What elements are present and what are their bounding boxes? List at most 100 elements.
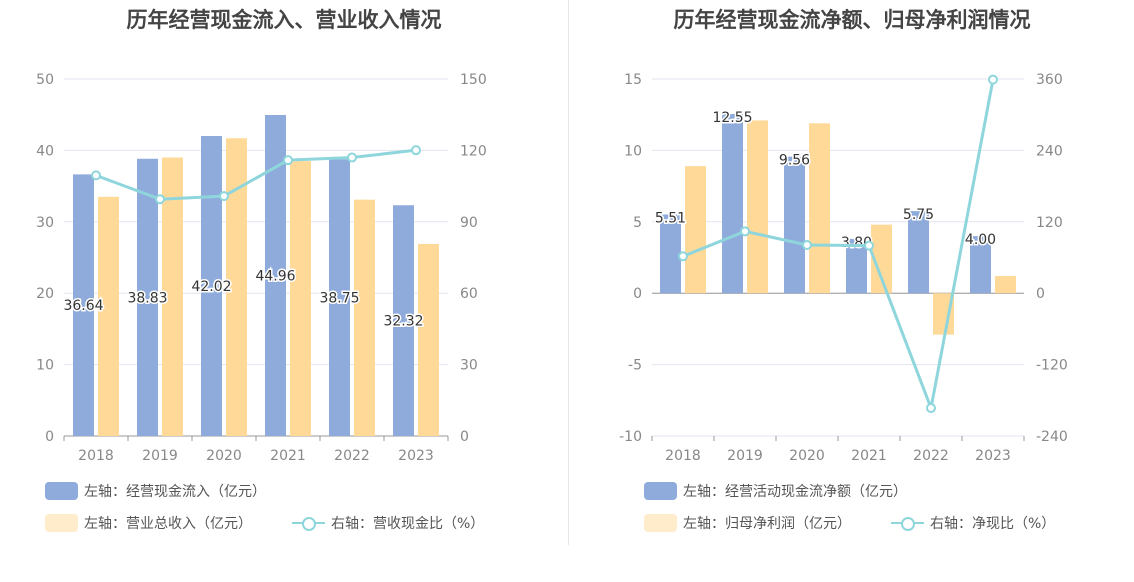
x-tick-label: 2021 — [851, 448, 887, 464]
y-right-tick-label: 150 — [460, 72, 487, 88]
y-left-tick-label: 0 — [45, 429, 54, 445]
legend-label: 左轴：经营现金流入（亿元） — [84, 484, 266, 500]
data-label: 5.51 — [655, 211, 686, 227]
y-left-tick-label: 15 — [624, 72, 642, 88]
y-right-tick-label: 0 — [460, 429, 469, 445]
legend-label: 左轴：营业总收入（亿元） — [84, 516, 252, 532]
data-label: 32.32 — [383, 314, 423, 330]
x-tick-label: 2023 — [975, 448, 1011, 464]
legend-swatch-bar-icon — [45, 482, 78, 500]
legend-item-series-3[interactable]: 右轴：净现比（%） — [891, 513, 1055, 533]
bar-blue — [329, 159, 350, 436]
bar-blue — [908, 211, 929, 294]
bar-blue — [393, 205, 414, 436]
y-left-tick-label: 0 — [633, 286, 642, 302]
bar-yellow — [226, 138, 247, 436]
legend-item-series-2[interactable]: 左轴：归母净利润（亿元） — [644, 513, 851, 533]
legend-swatch-bar-icon — [45, 514, 78, 532]
legend-item-series-1[interactable]: 左轴：经营活动现金流净额（亿元） — [644, 481, 907, 501]
line-point — [347, 152, 357, 163]
line-point — [926, 403, 936, 414]
x-tick-label: 2022 — [334, 448, 370, 464]
y-right-tick-label: 0 — [1036, 286, 1045, 302]
line-series — [95, 148, 417, 201]
y-left-tick-label: -10 — [619, 429, 642, 445]
y-right-tick-label: 30 — [460, 358, 478, 374]
legend-swatch-bar-icon — [644, 514, 677, 532]
bar-yellow — [809, 123, 830, 294]
line-point — [283, 155, 293, 166]
bar-yellow — [933, 293, 954, 335]
bar-blue — [73, 174, 94, 437]
y-left-tick-label: 30 — [36, 215, 54, 231]
y-right-tick-label: 120 — [1036, 215, 1063, 231]
bar-yellow — [290, 161, 311, 437]
x-tick-label: 2019 — [142, 448, 178, 464]
bar-blue — [784, 156, 805, 294]
line-point — [802, 240, 812, 251]
y-left-tick-label: 5 — [633, 215, 642, 231]
y-right-tick-label: 60 — [460, 286, 478, 302]
y-right-tick-label: 90 — [460, 215, 478, 231]
y-right-tick-label: 360 — [1036, 72, 1063, 88]
chart-plot: 0 10 20 30 40 50 0 30 60 90 120 150 2018 2019 2020 2021… — [36, 72, 487, 464]
y-left-tick-label: 50 — [36, 72, 54, 88]
bar-blue — [970, 236, 991, 294]
line-point — [678, 251, 688, 262]
line-point — [740, 226, 750, 237]
data-label: 12.55 — [712, 110, 752, 126]
bar-yellow — [995, 276, 1016, 294]
bar-blue — [137, 158, 158, 437]
y-right-tick-label: 240 — [1036, 143, 1063, 159]
legend-label: 左轴：经营活动现金流净额（亿元） — [683, 484, 907, 500]
legend-item-series-1[interactable]: 左轴：经营现金流入（亿元） — [45, 481, 266, 501]
line-point — [219, 191, 229, 202]
x-tick-label: 2018 — [665, 448, 701, 464]
y-left-tick-label: 10 — [36, 358, 54, 374]
bar-blue — [846, 238, 867, 294]
data-label: 4.00 — [965, 232, 996, 248]
legend-line-marker-icon — [891, 514, 924, 532]
chart-panel-right: 历年经营现金流净额、归母净利润情况 -10 -5 0 5 10 15 -240 -120 0 12… — [570, 0, 1134, 582]
chart-panel-left: 历年经营现金流入、营业收入情况 0 10 20 30 40 50 0 30 60 90 120 150… — [36, 8, 487, 533]
data-label: 5.75 — [903, 207, 934, 223]
y-left-tick-label: 20 — [36, 286, 54, 302]
bar-blue — [201, 135, 222, 436]
y-right-tick-label: -240 — [1036, 429, 1068, 445]
data-label: 38.75 — [319, 291, 359, 307]
bar-yellow — [747, 120, 768, 294]
bar-blue — [722, 113, 743, 294]
chart-title: 历年经营现金流入、营业收入情况 — [126, 8, 442, 32]
data-label: 9.56 — [779, 153, 810, 169]
x-tick-label: 2023 — [398, 448, 434, 464]
chart-plot: -10 -5 0 5 10 15 -240 -120 0 120 240 360 2018 2019 202… — [619, 72, 1068, 464]
y-right-tick-label: 120 — [460, 143, 487, 159]
data-label: 38.83 — [127, 290, 167, 306]
legend-line-marker-icon — [292, 514, 325, 532]
bar-blue — [660, 214, 681, 294]
legend-label: 右轴：营收现金比（%） — [331, 516, 485, 532]
bar-yellow — [871, 224, 892, 294]
y-left-tick-label: 40 — [36, 143, 54, 159]
legend-swatch-bar-icon — [644, 482, 677, 500]
x-tick-label: 2019 — [727, 448, 763, 464]
x-tick-label: 2020 — [789, 448, 825, 464]
panel-divider — [568, 0, 569, 545]
line-series — [682, 79, 995, 414]
y-left-tick-label: -5 — [628, 358, 642, 374]
y-left-tick-label: 10 — [624, 143, 642, 159]
legend-label: 左轴：归母净利润（亿元） — [683, 516, 851, 532]
bar-yellow — [685, 166, 706, 294]
legend-label: 右轴：净现比（%） — [930, 516, 1056, 532]
x-tick-label: 2018 — [78, 448, 114, 464]
bar-yellow — [354, 199, 375, 436]
data-label: 44.96 — [255, 268, 295, 284]
data-label: 36.64 — [63, 298, 103, 314]
bar-blue — [265, 114, 286, 437]
legend-item-series-2[interactable]: 左轴：营业总收入（亿元） — [45, 513, 252, 533]
legend-item-series-3[interactable]: 右轴：营收现金比（%） — [292, 513, 484, 533]
bar-yellow — [418, 243, 439, 436]
line-point — [91, 170, 101, 181]
x-tick-label: 2020 — [206, 448, 242, 464]
bar-yellow — [98, 196, 119, 436]
